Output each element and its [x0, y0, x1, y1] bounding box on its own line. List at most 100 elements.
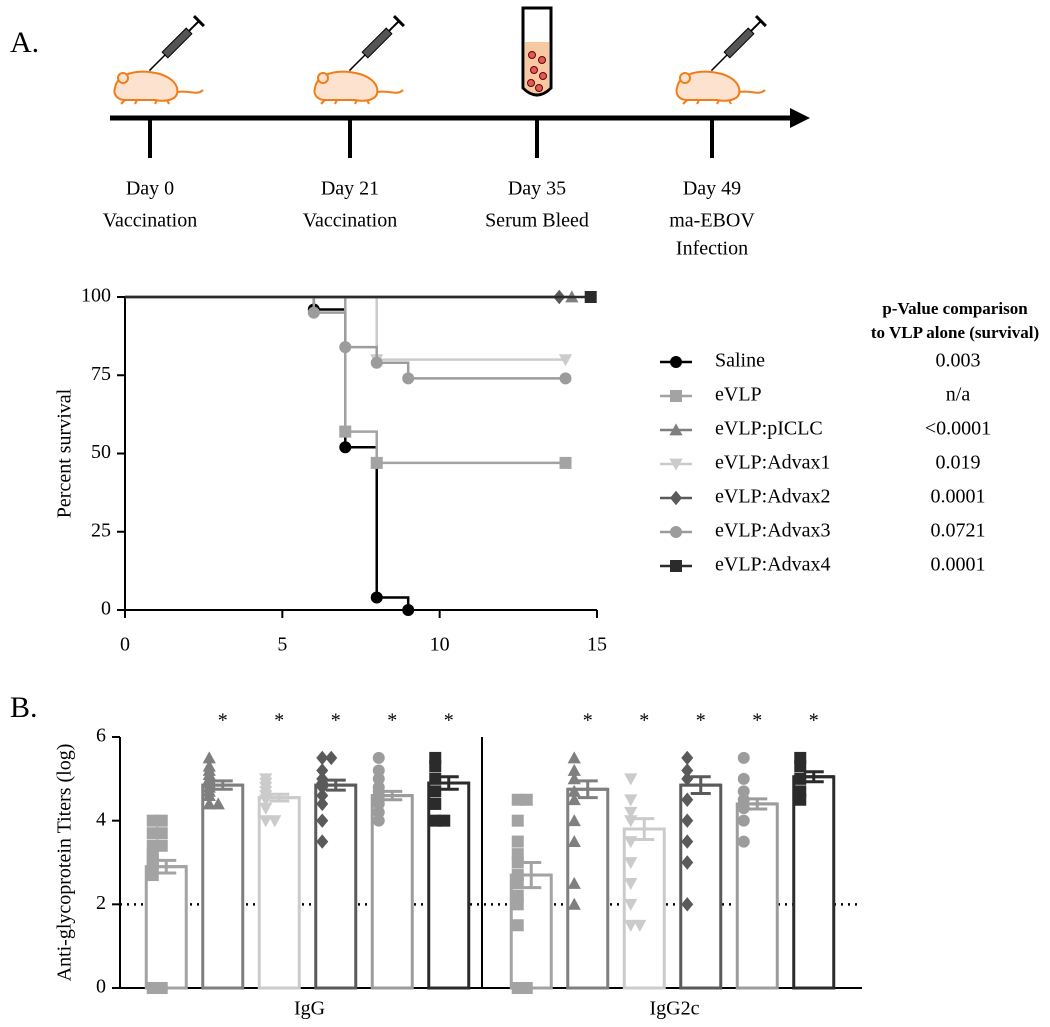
- y-tick-label: 50: [91, 441, 111, 463]
- marker: [681, 855, 694, 870]
- marker: [624, 836, 638, 849]
- marker: [155, 839, 168, 852]
- marker: [339, 425, 352, 438]
- marker: [259, 802, 273, 815]
- marker: [307, 306, 320, 319]
- event-label: Vaccination: [303, 210, 397, 232]
- x-tick-label: 0: [120, 634, 130, 656]
- p-value: 0.0001: [931, 486, 986, 508]
- marker: [681, 792, 694, 807]
- survival-line: [125, 295, 566, 380]
- significance-label: *: [809, 710, 819, 732]
- cell: [538, 56, 546, 64]
- marker: [511, 835, 524, 848]
- significance-label: *: [639, 710, 649, 732]
- cell: [530, 66, 538, 74]
- y-tick-label: 2: [96, 892, 106, 914]
- x-tick-label: 5: [277, 634, 287, 656]
- marker: [211, 797, 225, 810]
- marker: [737, 785, 750, 798]
- marker: [370, 356, 383, 369]
- marker: [624, 806, 638, 819]
- legend-label: Saline: [715, 350, 765, 372]
- marker: [429, 797, 442, 810]
- bar: [792, 775, 836, 990]
- panel-label: B.: [10, 691, 38, 724]
- bar: [679, 783, 723, 990]
- timeline-arrow: [790, 108, 810, 128]
- x-tick-label: 10: [430, 634, 450, 656]
- marker: [316, 750, 329, 766]
- significance-label: *: [752, 710, 762, 732]
- x-tick-label: IgG: [294, 998, 325, 1020]
- marker: [670, 526, 682, 538]
- y-tick-label: 25: [91, 519, 111, 541]
- syringe-needle: [148, 54, 166, 72]
- syringe-grip: [754, 15, 767, 28]
- legend-label: eVLP:Advax1: [715, 452, 831, 474]
- mouse-legs: [120, 99, 170, 105]
- marker: [624, 878, 638, 891]
- bar: [144, 865, 188, 990]
- marker: [202, 751, 216, 764]
- syringe-icon: [710, 15, 767, 72]
- syringe-plunger: [388, 20, 400, 32]
- syringe-plunger: [750, 20, 762, 32]
- panel-label: A.: [10, 26, 39, 59]
- mouse-legs: [682, 99, 732, 105]
- y-tick-label: 75: [91, 363, 111, 385]
- marker: [737, 814, 750, 827]
- syringe-needle: [348, 54, 366, 72]
- p-value: <0.0001: [925, 418, 991, 440]
- marker: [202, 797, 216, 810]
- y-axis-label: Percent survival: [54, 388, 76, 518]
- mouse-body: [675, 70, 741, 102]
- marker: [670, 560, 682, 572]
- event-label: Vaccination: [103, 210, 197, 232]
- event-label: ma-EBOV: [669, 210, 755, 232]
- survival-line: [125, 295, 410, 610]
- marker: [438, 814, 451, 827]
- marker: [567, 763, 581, 776]
- syringe-icon: [348, 15, 405, 72]
- y-tick-label: 100: [81, 285, 111, 307]
- marker: [567, 897, 581, 910]
- syringe-icon: [148, 15, 205, 72]
- legend-label: eVLP:Advax2: [715, 486, 831, 508]
- marker: [737, 835, 750, 848]
- marker: [511, 814, 524, 827]
- mouse-tail: [738, 89, 766, 94]
- syringe-grip: [392, 15, 405, 28]
- cell: [527, 79, 535, 87]
- event-label: Infection: [676, 238, 748, 260]
- significance-label: *: [583, 710, 593, 732]
- bar: [201, 783, 245, 990]
- marker: [681, 771, 694, 787]
- marker: [372, 806, 385, 819]
- marker: [737, 751, 750, 764]
- marker: [567, 793, 581, 806]
- bar: [257, 796, 301, 990]
- marker: [316, 796, 329, 812]
- marker: [155, 827, 168, 840]
- significance-label: *: [696, 710, 706, 732]
- syringe-barrel: [161, 27, 193, 59]
- marker: [429, 785, 442, 798]
- syringe-barrel: [723, 27, 755, 59]
- marker: [669, 458, 683, 471]
- mouse-tail: [376, 89, 404, 94]
- marker: [370, 591, 383, 604]
- cell: [528, 51, 536, 59]
- marker: [372, 751, 385, 764]
- cell: [539, 72, 547, 80]
- marker: [511, 889, 524, 902]
- event-day: Day 21: [321, 178, 379, 200]
- legend-label: eVLP:Advax3: [715, 520, 831, 542]
- mouse-tail: [176, 89, 204, 94]
- significance-label: *: [274, 710, 284, 732]
- marker: [520, 793, 533, 806]
- marker: [624, 815, 638, 828]
- mouse-legs: [320, 99, 370, 105]
- marker: [511, 848, 524, 861]
